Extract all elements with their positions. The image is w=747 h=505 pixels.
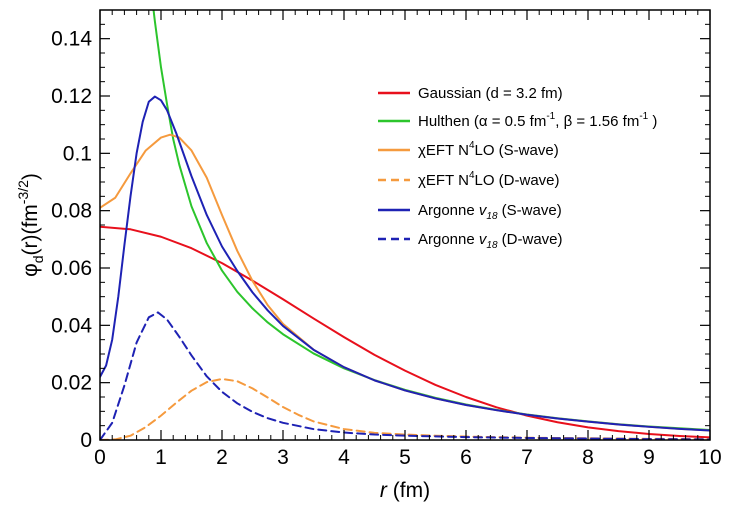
x-tick-label-7: 7: [521, 446, 533, 469]
legend-item-argonne-s: Argonne v18 (S-wave): [378, 202, 562, 222]
x-axis-unit: (fm): [387, 479, 430, 502]
x-tick-label-2: 2: [216, 446, 228, 469]
x-tick-label-5: 5: [399, 446, 411, 469]
legend-hulthen-sup2: -1: [639, 111, 648, 122]
y-tick-label-0-04: 0.04: [51, 314, 92, 337]
legend-item-chieft-d: χEFT N4LO (D-wave): [378, 170, 560, 189]
y-axis-unit-exp: -3/2: [15, 180, 31, 204]
series-line-4: [100, 95, 710, 432]
legend-argonne-s-pre: Argonne: [418, 202, 479, 219]
legend-label-hulthen: Hulthen (α = 0.5 fm-1, β = 1.56 fm-1 ): [418, 111, 657, 130]
y-axis-title: φd(r)(fm-3/2): [15, 173, 46, 277]
legend-label-argonne-s: Argonne v18 (S-wave): [418, 202, 562, 222]
x-tick-label-3: 3: [277, 446, 289, 469]
legend-argonne-d-v: v: [479, 231, 488, 248]
y-tick-label-0-14: 0.14: [51, 28, 92, 51]
series-layer: [100, 10, 710, 440]
y-tick-label-0-06: 0.06: [51, 257, 92, 280]
legend-hulthen-post: ): [648, 113, 657, 130]
legend-label-chieft-s: χEFT N4LO (S-wave): [418, 140, 559, 159]
x-tick-label-1: 1: [155, 446, 167, 469]
legend-chieft-d-post: LO (D-wave): [475, 172, 560, 189]
legend-chieft-s-post: LO (S-wave): [475, 142, 559, 159]
legend-hulthen-sup1: -1: [546, 111, 555, 122]
legend-item-argonne-d: Argonne v18 (D-wave): [378, 231, 563, 251]
legend-argonne-d-post: (D-wave): [498, 231, 563, 248]
legend-chieft-d-sup: 4: [469, 170, 475, 181]
x-tick-label-10: 10: [698, 446, 721, 469]
y-tick-label-0-12: 0.12: [51, 85, 92, 108]
ticks-layer: 0 1 2 3 4 5 6 7 8 9 10 0 0.02 0.04 0.06 0.08 0.1 0.12 0.14: [51, 10, 722, 469]
legend-hulthen-pre: Hulthen (α = 0.5 fm: [418, 113, 546, 130]
y-tick-label-0-1: 0.1: [63, 142, 92, 165]
y-tick-label-0: 0: [80, 429, 92, 452]
series-line-0: [100, 225, 710, 439]
legend-argonne-s-v: v: [479, 202, 488, 219]
y-tick-label-0-02: 0.02: [51, 372, 92, 395]
legend-argonne-d-pre: Argonne: [418, 231, 479, 248]
x-tick-label-6: 6: [460, 446, 472, 469]
y-axis-phi: φ: [19, 263, 42, 277]
legend-label-gaussian: Gaussian (d = 3.2 fm): [418, 85, 563, 102]
legend-item-chieft-s: χEFT N4LO (S-wave): [378, 140, 559, 159]
x-axis-var: r: [380, 479, 388, 502]
legend-hulthen-mid: , β = 1.56 fm: [555, 113, 639, 130]
plot-frame: [99, 9, 711, 441]
legend-chieft-s-sup: 4: [469, 140, 475, 151]
y-tick-label-0-08: 0.08: [51, 200, 92, 223]
series-line-3: [100, 377, 710, 440]
y-axis-unit-close: ): [19, 173, 42, 180]
x-tick-label-4: 4: [338, 446, 350, 469]
x-tick-label-0: 0: [94, 446, 106, 469]
legend-chieft-s-pre: χEFT N: [418, 142, 469, 159]
x-tick-label-8: 8: [582, 446, 594, 469]
legend-argonne-s-post: (S-wave): [498, 202, 562, 219]
y-axis-arg: (r): [19, 235, 42, 256]
x-tick-label-9: 9: [643, 446, 655, 469]
legend-label-chieft-d: χEFT N4LO (D-wave): [418, 170, 560, 189]
legend-item-hulthen: Hulthen (α = 0.5 fm-1, β = 1.56 fm-1 ): [378, 111, 657, 130]
series-line-5: [100, 311, 710, 440]
legend-chieft-d-pre: χEFT N: [418, 172, 469, 189]
x-axis-title: r (fm): [380, 479, 430, 502]
legend-argonne-s-sub: 18: [486, 211, 498, 222]
legend-label-argonne-d: Argonne v18 (D-wave): [418, 231, 563, 251]
legend-argonne-d-sub: 18: [486, 240, 498, 251]
legend: Gaussian (d = 3.2 fm) Hulthen (α = 0.5 f…: [378, 85, 657, 251]
legend-item-gaussian: Gaussian (d = 3.2 fm): [378, 85, 563, 102]
y-axis-sub: d: [30, 256, 46, 264]
y-axis-unit-open: (fm: [19, 204, 42, 234]
